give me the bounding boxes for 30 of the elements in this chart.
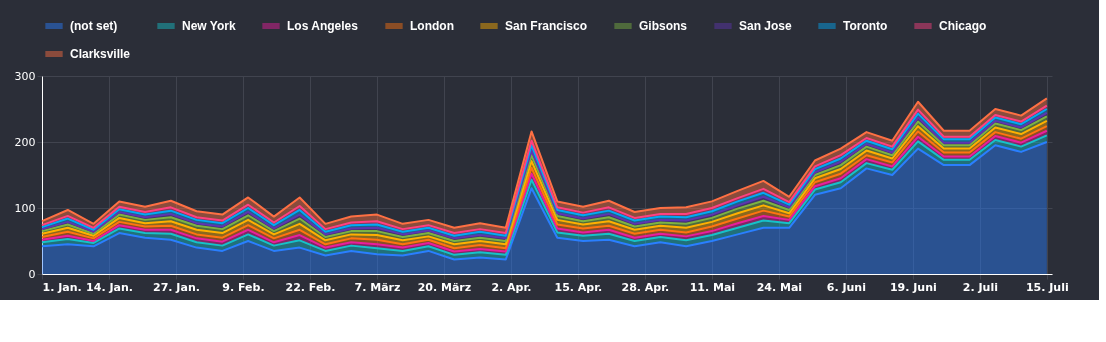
x-tick-label: 2. Juli: [962, 280, 998, 294]
y-tick-label: 300: [14, 69, 36, 83]
legend-label: (not set): [70, 19, 118, 33]
legend-label: Los Angeles: [287, 19, 359, 33]
x-tick-label: 19. Juni: [889, 280, 937, 294]
x-tick-label: 20. März: [417, 280, 472, 294]
x-tick-label: 7. März: [354, 280, 401, 294]
x-tick-label: 22. Feb.: [285, 280, 336, 294]
legend-label: San Francisco: [505, 19, 588, 33]
legend-label: Chicago: [939, 19, 987, 33]
x-tick-label: 11. Mai: [689, 280, 736, 294]
y-tick-label: 200: [14, 135, 36, 149]
legend-label: New York: [182, 19, 236, 33]
x-tick-label: 14. Jan.: [86, 280, 133, 294]
legend-label: San Jose: [739, 19, 793, 33]
x-tick-label: 1. Jan.: [42, 280, 82, 294]
y-tick-label: 100: [14, 201, 36, 215]
x-tick-label: 15. Apr.: [554, 280, 603, 294]
x-tick-label: 6. Juni: [826, 280, 866, 294]
legend-label: Toronto: [843, 19, 888, 33]
y-tick-label: 0: [28, 267, 36, 281]
x-tick-label: 28. Apr.: [621, 280, 670, 294]
legend-label: Gibsons: [639, 19, 688, 33]
x-tick-label: 9. Feb.: [222, 280, 265, 294]
x-tick-label: 27. Jan.: [153, 280, 200, 294]
x-tick-label: 15. Juli: [1025, 280, 1069, 294]
legend-label: Clarksville: [70, 47, 131, 61]
legend-label: London: [410, 19, 454, 33]
x-tick-label: 2. Apr.: [491, 280, 532, 294]
x-tick-label: 24. Mai: [756, 280, 803, 294]
